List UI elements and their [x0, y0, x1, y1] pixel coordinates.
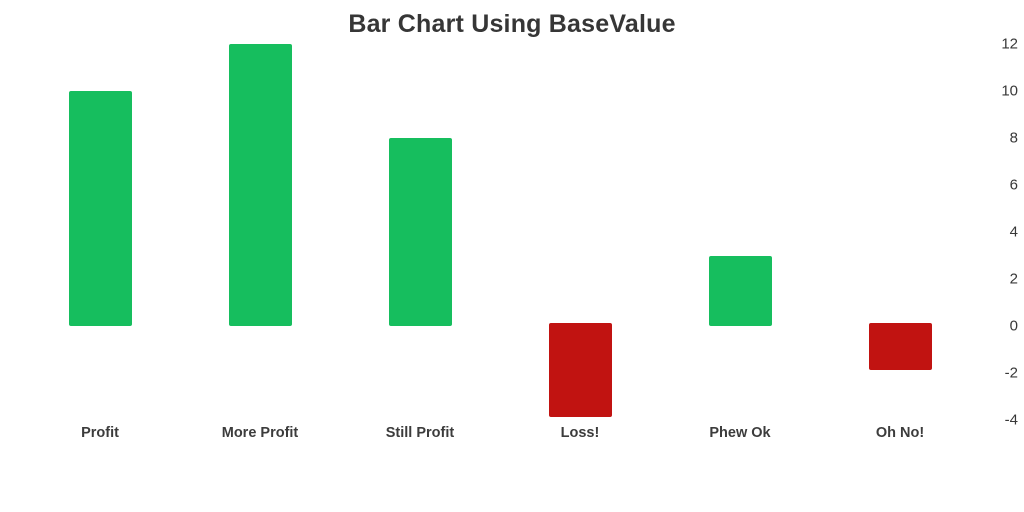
x-axis-label-oh-no: Oh No! [875, 425, 925, 441]
x-axis-label-phew-ok: Phew Ok [709, 425, 771, 441]
bar-loss[interactable] [548, 323, 612, 417]
x-axis-label-more-profit: More Profit [221, 425, 299, 441]
bar-oh-no[interactable] [868, 323, 932, 370]
chart-title: Bar Chart Using BaseValue [348, 10, 676, 38]
y-axis-tick-label: 10 [1001, 82, 1018, 100]
bar-phew-ok[interactable] [708, 255, 772, 326]
x-axis-label-still-profit: Still Profit [385, 425, 455, 441]
y-axis-tick-label: 12 [1001, 35, 1018, 53]
bar-profit[interactable] [68, 91, 132, 326]
y-axis-tick-label: 0 [1009, 317, 1018, 335]
y-axis-tick-label: 8 [1009, 129, 1018, 147]
bar-still-profit[interactable] [388, 138, 452, 326]
y-axis-tick-label: -4 [1004, 411, 1018, 429]
x-axis-label-loss: Loss! [560, 425, 600, 441]
y-axis-tick-label: 4 [1009, 223, 1018, 241]
bar-more-profit[interactable] [228, 44, 292, 326]
y-axis-tick-label: -2 [1004, 364, 1018, 382]
y-axis-tick-label: 6 [1009, 176, 1018, 194]
y-axis-tick-label: 2 [1009, 270, 1018, 288]
x-axis-label-profit: Profit [81, 425, 119, 441]
